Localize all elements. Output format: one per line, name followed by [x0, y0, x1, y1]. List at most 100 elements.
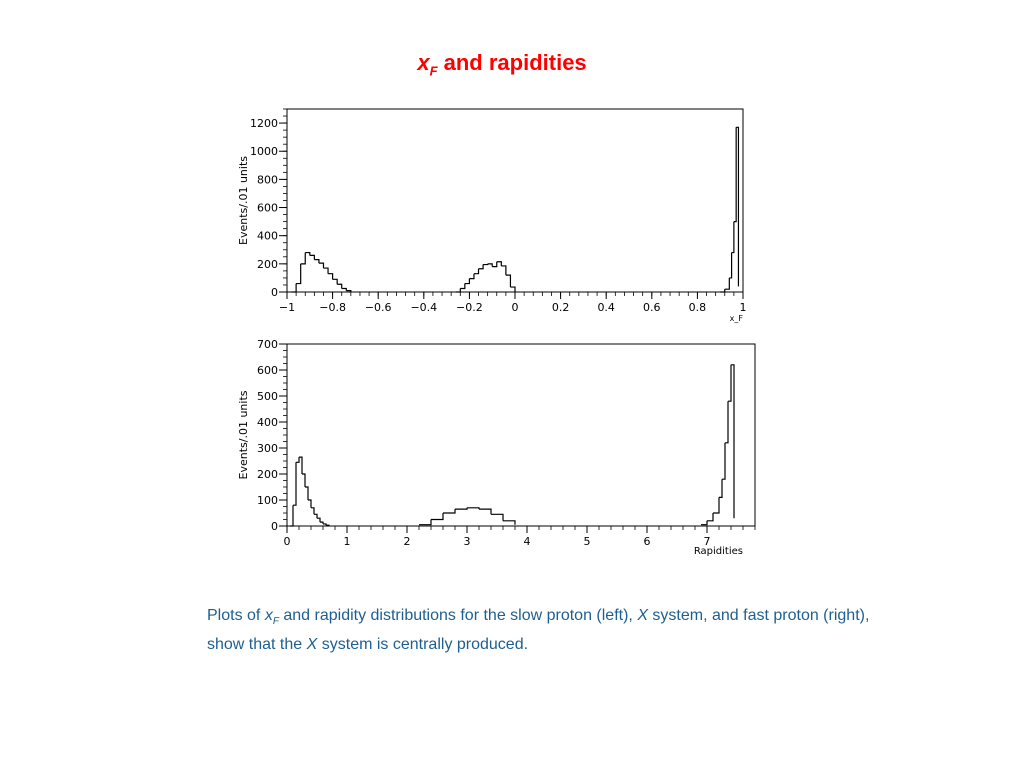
histogram-bin [719, 479, 723, 498]
y-tick-label: 300 [257, 442, 278, 455]
caption-part-4: system is centrally produced. [317, 636, 529, 654]
y-tick-label: 200 [257, 258, 278, 271]
x-tick-label: 4 [524, 535, 531, 548]
x-tick-label: 2 [404, 535, 411, 548]
histogram-bin [503, 520, 516, 525]
histogram-bin [443, 509, 456, 514]
x-tick-label: −0.6 [365, 301, 392, 314]
histogram-bin [487, 263, 493, 267]
histogram-bin [725, 401, 729, 444]
y-tick-label: 600 [257, 202, 278, 215]
histogram-bin [469, 273, 475, 280]
x-tick-label: 0.8 [689, 301, 707, 314]
histogram-bin [455, 507, 468, 510]
histogram-bin [419, 519, 432, 526]
x-tick-label: 0.4 [597, 301, 615, 314]
histogram-bin [464, 278, 470, 285]
histogram-bin [337, 283, 343, 289]
histogram-bin [328, 273, 334, 280]
x-tick-label: −0.2 [456, 301, 483, 314]
x-tick-label: 3 [464, 535, 471, 548]
histogram-bin [491, 513, 504, 521]
x-tick-label: 0.6 [643, 301, 661, 314]
x-tick-label: 1 [740, 301, 747, 314]
histogram-bin [299, 456, 303, 474]
histogram-bin [317, 517, 321, 523]
y-tick-label: 200 [257, 468, 278, 481]
y-tick-label: 600 [257, 364, 278, 377]
histogram-bin [455, 288, 461, 293]
histogram-bin [291, 283, 297, 293]
title-rest: and rapidities [437, 50, 587, 75]
plot-area: 0 200 400 600 800 1000 1200 −1 −0.8 −0.6 −0.4 −0.2 0… [225, 100, 765, 570]
histogram-bin [707, 513, 714, 522]
y-tick-label: 700 [257, 338, 278, 351]
plot-frame [286, 343, 756, 527]
x-tick-label: 0.2 [552, 301, 570, 314]
histogram-bin [326, 524, 330, 526]
x-axis-label: x_F [730, 314, 744, 323]
y-tick-label: 400 [257, 230, 278, 243]
x-tick-label: 0 [284, 535, 291, 548]
title-subscript: F [429, 63, 438, 79]
histogram-bin [501, 265, 507, 276]
histogram-bin [496, 261, 502, 266]
histogram-bin [302, 473, 306, 487]
histogram-panel-1: 0 200 400 600 800 1000 1200 −1 −0.8 −0.6 −0.4 −0.2 0… [237, 108, 747, 323]
histogram-bin [311, 507, 315, 515]
caption-subscript-f: F [272, 616, 279, 628]
histogram-bin [320, 521, 324, 524]
x-tick-label: 1 [344, 535, 351, 548]
caption-part-2: and rapidity distributions for the slow … [278, 607, 638, 624]
histogram-bin [318, 262, 325, 269]
y-axis-label: Events/.01 units [237, 390, 250, 479]
histogram-bin [728, 364, 732, 402]
x-tick-label: 7 [704, 535, 711, 548]
histogram-bin [473, 268, 480, 275]
histogram-bin [736, 126, 740, 287]
x-tick-label: −0.4 [410, 301, 437, 314]
histogram-bin [731, 221, 735, 254]
histogram-bin [296, 457, 300, 463]
histogram-bin [314, 513, 318, 519]
histogram-bin [729, 252, 733, 279]
slide-title: xF and rapidities [0, 50, 1004, 78]
histogram-bin [724, 277, 730, 290]
caption-part-3: system, and fast proton (right), show th… [207, 607, 870, 654]
plot-frame [286, 108, 744, 293]
y-axis-label: Events/.01 units [237, 156, 250, 245]
histogram-bin [510, 286, 516, 292]
histogram-bin [731, 364, 735, 519]
histogram-bin [483, 263, 489, 266]
caption-part-1: Plots of [207, 607, 265, 624]
histogram-bin [505, 274, 512, 288]
histogram-bin [308, 499, 312, 508]
caption-symbol-x-2: X [306, 636, 318, 654]
histogram-bin [341, 287, 347, 291]
histogram-bin [323, 267, 329, 274]
x-tick-label: −0.8 [319, 301, 346, 314]
y-tick-label: 400 [257, 416, 278, 429]
x-tick-label: 6 [644, 535, 651, 548]
caption: Plots of xF and rapidity distributions f… [207, 604, 887, 656]
title-symbol: x [417, 50, 430, 75]
histogram-bin [305, 251, 311, 256]
histogram-bin [346, 289, 352, 292]
x-tick-label: 0 [512, 301, 519, 314]
x-tick-label: 5 [584, 535, 591, 548]
histogram-bin [701, 520, 708, 526]
histogram-bin [478, 264, 484, 270]
y-tick-label: 1000 [250, 145, 278, 158]
histogram-bin [460, 283, 466, 290]
caption-symbol-x-1: X [637, 607, 648, 624]
histogram-bin [293, 462, 297, 506]
x-axis-label: Rapidities [694, 546, 743, 557]
histogram-bin [722, 442, 726, 480]
histogram-bin [467, 507, 480, 510]
histogram-bin [300, 252, 306, 265]
histogram-bin [733, 127, 737, 223]
histogram-panel-2: 0 100 200 300 400 500 600 700 0 1 2 3 4 5 6 7Rapidities… [237, 338, 756, 557]
y-tick-label: 800 [257, 173, 278, 186]
y-tick-label: 1200 [250, 117, 278, 130]
